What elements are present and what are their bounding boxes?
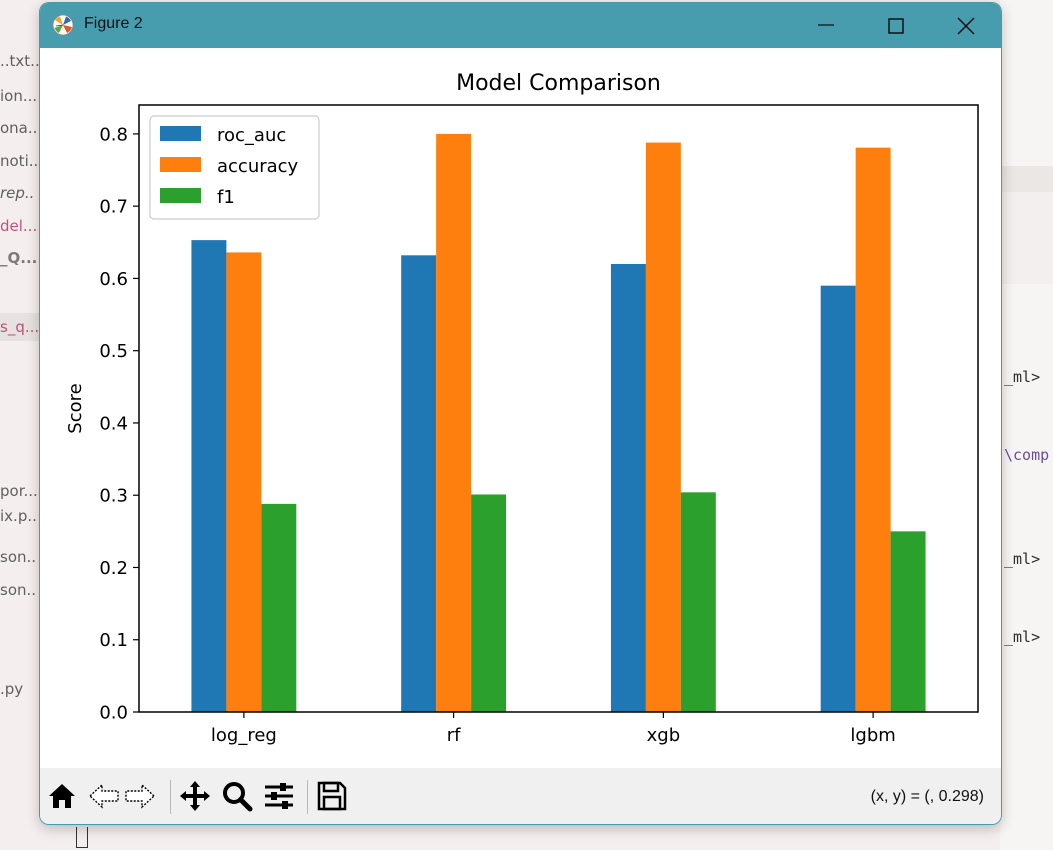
y-tick-label: 0.4 [99, 413, 128, 434]
y-tick-label: 0.8 [99, 124, 128, 145]
y-tick-label: 0.1 [99, 630, 128, 651]
explorer-item: del... [0, 217, 38, 235]
toolbar-separator [170, 780, 171, 814]
bar-f1-xgb [680, 492, 716, 712]
legend-swatch-accuracy [160, 157, 201, 172]
minimize-icon [818, 24, 834, 26]
x-tick-label: log_reg [211, 725, 277, 746]
bar-accuracy-rf [436, 133, 472, 712]
save-icon [317, 781, 347, 811]
configure-subplots-icon [265, 783, 293, 809]
configure-subplots-button[interactable] [261, 778, 297, 814]
editor-line: \comp [1004, 446, 1050, 464]
editor-panel [1000, 192, 1053, 284]
explorer-item: ..txt.. [0, 52, 40, 70]
forward-icon [125, 783, 156, 809]
background-editor: _ml> \comp _ml> _ml> [1000, 0, 1053, 850]
bar-roc_auc-lgbm [820, 285, 856, 712]
explorer-item: ion... [0, 87, 38, 105]
title-bar[interactable]: Figure 2 [40, 3, 1001, 48]
home-icon [49, 784, 75, 808]
explorer-item: rep.. [0, 184, 35, 202]
y-tick-label: 0.2 [99, 558, 128, 579]
minimize-button[interactable] [791, 3, 861, 48]
legend-swatch-f1 [160, 188, 201, 203]
bar-chart: Model Comparison Score 0.0 0.1 0.2 0.3 0.4 0.5 0… [65, 71, 979, 746]
y-tick-label: 0.7 [99, 197, 128, 218]
explorer-item: son.. [0, 581, 37, 599]
y-axis-label: Score [65, 383, 86, 433]
bar-accuracy-lgbm [855, 147, 891, 712]
chart-title: Model Comparison [456, 71, 661, 96]
home-button[interactable] [44, 778, 80, 814]
x-tick-label: rf [447, 725, 461, 746]
editor-line: _ml> [1004, 628, 1041, 646]
maximize-icon [888, 18, 904, 34]
legend-label: roc_auc [217, 125, 286, 146]
forward-button[interactable] [122, 778, 158, 814]
close-button[interactable] [931, 3, 1001, 48]
maximize-button[interactable] [861, 3, 931, 48]
explorer-item: son.. [0, 548, 37, 566]
navigation-toolbar: (x, y) = (, 0.298) [40, 768, 1001, 824]
toolbar-separator [307, 780, 308, 814]
matplotlib-logo-icon [52, 14, 74, 36]
y-tick-label: 0.0 [99, 703, 128, 724]
legend-label: accuracy [217, 156, 299, 177]
legend-label: f1 [217, 187, 235, 208]
x-tick-label: lgbm [850, 725, 895, 746]
explorer-item: noti... [0, 152, 44, 170]
y-tick-label: 0.5 [99, 341, 128, 362]
back-icon [88, 783, 119, 809]
figure-window: Figure 2 Model Comparison Score 0.0 0.1 0.2 0… [40, 3, 1001, 824]
pan-icon [180, 781, 210, 811]
bar-roc_auc-log_reg [191, 240, 227, 712]
explorer-item: _Q... [0, 249, 38, 267]
editor-highlight [1000, 166, 1053, 192]
pan-button[interactable] [177, 778, 213, 814]
save-button[interactable] [314, 778, 350, 814]
window-title: Figure 2 [84, 15, 143, 32]
figure-canvas[interactable]: Model Comparison Score 0.0 0.1 0.2 0.3 0.4 0.5 0… [40, 48, 1001, 768]
cursor-coordinates: (x, y) = (, 0.298) [870, 788, 984, 805]
background-terminal [46, 825, 1000, 850]
zoom-icon [223, 782, 253, 812]
back-button[interactable] [86, 778, 122, 814]
bar-f1-lgbm [890, 531, 926, 712]
editor-line: _ml> [1004, 368, 1041, 386]
bar-f1-rf [471, 494, 507, 712]
explorer-item: .py [0, 680, 24, 698]
bar-roc_auc-rf [401, 255, 437, 713]
explorer-item: ona.. [0, 119, 38, 137]
x-tick-label: xgb [647, 725, 681, 746]
bar-roc_auc-xgb [610, 263, 646, 712]
bar-accuracy-xgb [645, 142, 681, 713]
y-tick-label: 0.3 [99, 486, 128, 507]
explorer-selection [0, 313, 46, 341]
explorer-item: ix.p.. [0, 507, 37, 525]
bar-f1-log_reg [261, 503, 297, 712]
bar-accuracy-log_reg [226, 252, 262, 712]
legend-swatch-roc_auc [160, 126, 201, 141]
explorer-item: por... [0, 482, 38, 500]
y-tick-label: 0.6 [99, 269, 128, 290]
editor-line: _ml> [1004, 550, 1041, 568]
close-icon [957, 17, 975, 35]
axes-frame [138, 104, 979, 713]
zoom-button[interactable] [219, 778, 255, 814]
explorer-item: s_q... [0, 318, 40, 336]
terminal-cursor [76, 827, 88, 848]
background-file-explorer: ..txt.. ion... ona.. noti... rep.. del... _Q..… [0, 0, 46, 850]
